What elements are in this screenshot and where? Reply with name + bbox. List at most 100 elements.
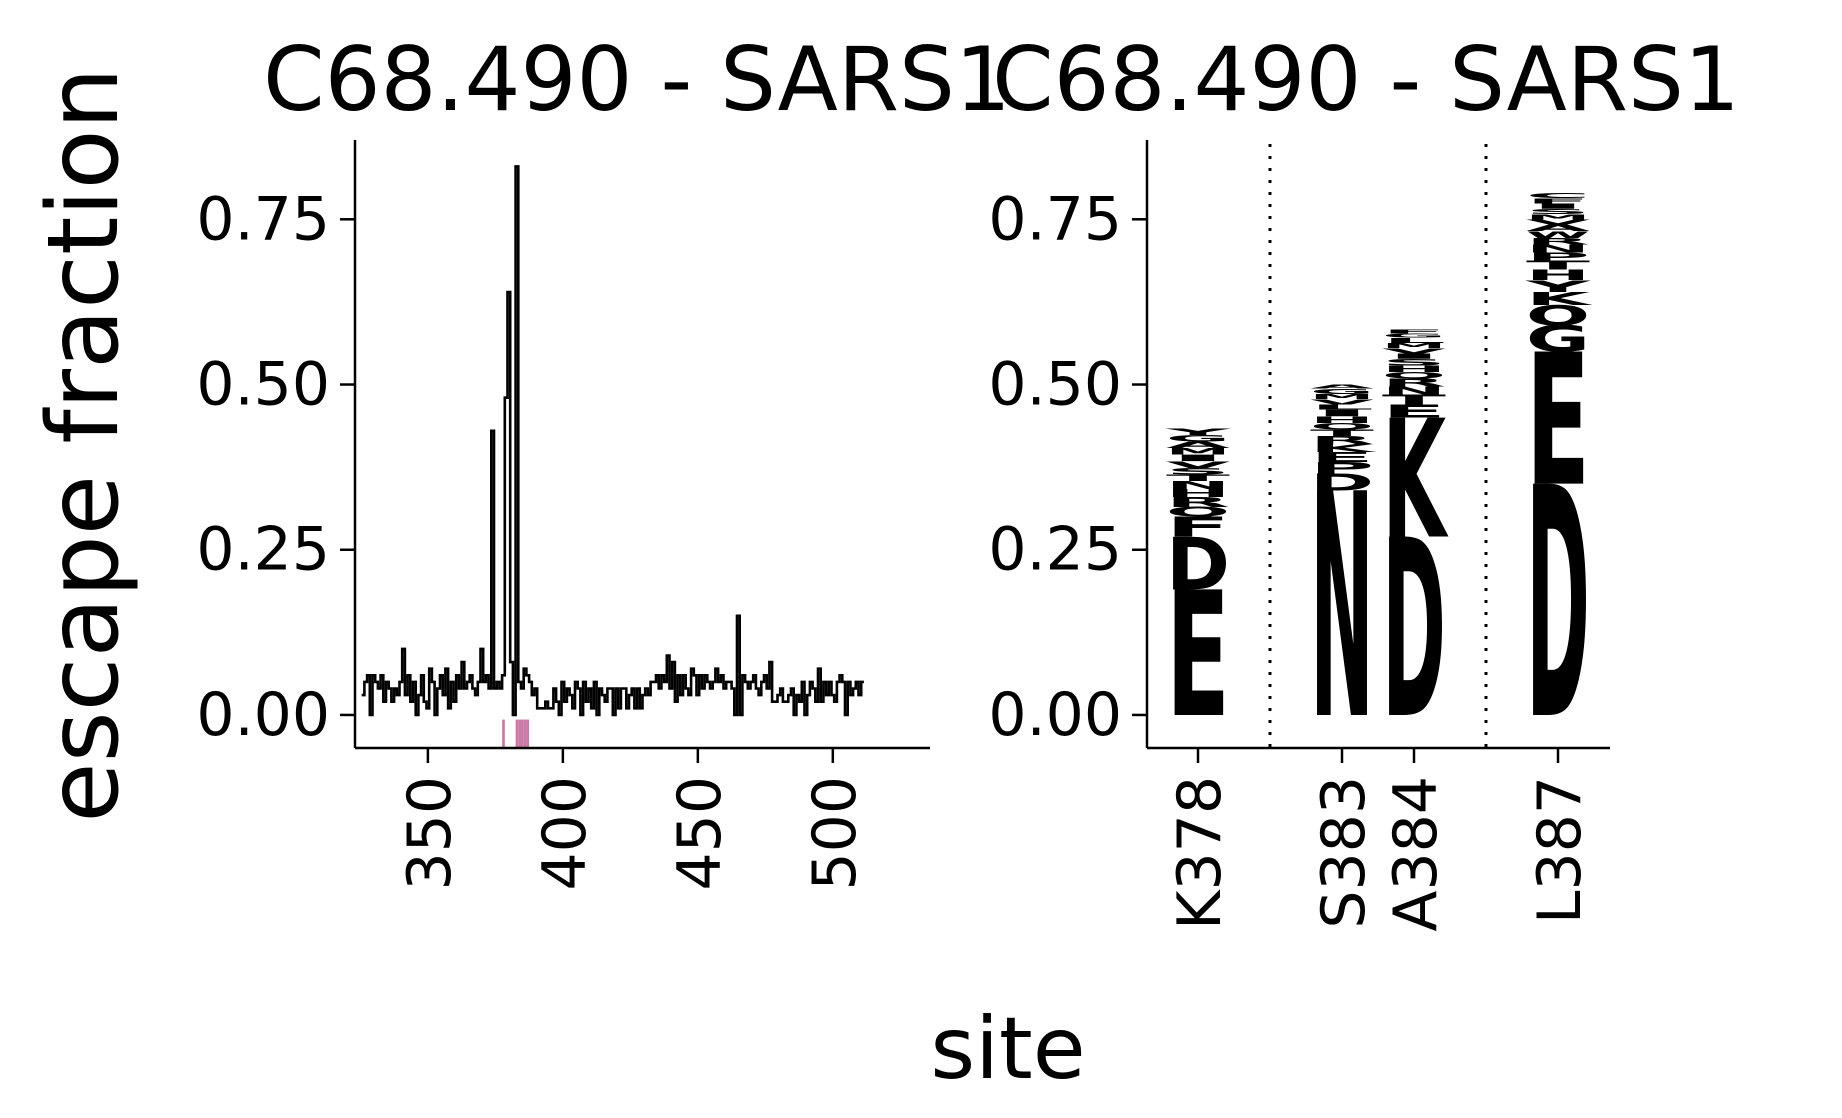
logo-letter: D [1526, 422, 1590, 790]
y-tick-label: 0.25 [196, 515, 330, 585]
logo-letter: E [1382, 401, 1446, 422]
highlight-site-387 [526, 719, 530, 748]
highlight-site-383 [515, 719, 519, 748]
logo-letter: Q [1382, 370, 1446, 381]
logo-letter: Y [1165, 426, 1232, 437]
logo-letter: K [1310, 442, 1377, 455]
logo-letter: G [1382, 333, 1446, 339]
logo-letter: D [1166, 522, 1230, 607]
logo-letter: V [1382, 347, 1446, 355]
logo-y-tick-label: 0.50 [988, 350, 1122, 420]
logo-letter: N [1526, 242, 1590, 255]
logo-letter: I [1166, 453, 1230, 464]
logo-letter: Y [1525, 277, 1592, 296]
logo-letter: P [1526, 250, 1590, 263]
logo-letter: H [1526, 267, 1590, 284]
logo-letter: S [1526, 207, 1590, 215]
logo-letter: E [1166, 556, 1230, 757]
line-chart-marks [361, 165, 864, 748]
logo-letter: T [1382, 392, 1446, 408]
logo-letter: I [1310, 408, 1374, 419]
panel-line-chart: C68.490 - SARS1 0.00 0.25 0.50 0.75 350 400 45… [196, 28, 1010, 891]
highlight-site-386 [523, 719, 527, 748]
x-tick-label: 350 [395, 776, 465, 891]
logo-letter: S [1382, 357, 1446, 368]
logo-letter: D [1382, 488, 1446, 773]
highlight-site-378 [502, 719, 505, 748]
logo-letter: A [1310, 383, 1374, 389]
y-tick-label: 0.50 [196, 350, 330, 420]
logo-letter: N [1382, 384, 1446, 397]
logo-letter: L [1382, 336, 1446, 344]
logo-letter: M [1526, 213, 1590, 221]
logo-letter: L [1310, 403, 1374, 411]
logo-letter: Q [1166, 504, 1230, 520]
logo-letter: E [1310, 449, 1374, 465]
logo-y-tick-label: 0.75 [988, 184, 1122, 254]
logo-letter: P [1310, 459, 1374, 478]
logo-letter: C [1526, 191, 1590, 199]
logo-letter: M [1166, 446, 1230, 457]
highlight-site-384 [518, 719, 522, 748]
escape-fraction-line [361, 165, 864, 717]
x-tick-label: 500 [800, 776, 870, 891]
y-tick-label: 0.00 [196, 680, 330, 750]
panel-1-title: C68.490 - SARS1 [263, 28, 1011, 131]
logo-letter: W [1526, 229, 1590, 240]
logo-letter: M [1382, 341, 1446, 349]
logo-letter: G [1166, 433, 1230, 444]
figure-xlabel: site [930, 999, 1085, 1099]
logo-letter: V [1310, 398, 1374, 406]
logo-letter: I [1382, 352, 1446, 360]
logo-site-label: S383 [1309, 776, 1379, 929]
logo-letter: R [1526, 236, 1590, 247]
logo-letter: V [1166, 459, 1230, 470]
logo-letter: F [1526, 197, 1590, 205]
logo-letter: A [1166, 440, 1230, 451]
logo-letter: F [1382, 329, 1446, 335]
logo-letter: R [1166, 494, 1230, 510]
x-tick-label: 400 [530, 776, 600, 891]
logo-y-tick-label: 0.00 [988, 680, 1122, 750]
logo-letter: H [1382, 364, 1446, 375]
logo-letter: K [1526, 288, 1593, 309]
logo-letter: R [1382, 376, 1446, 389]
logo-letter: Q [1310, 421, 1374, 432]
logo-site-label: A384 [1381, 776, 1451, 932]
logo-letter: N [1310, 430, 1374, 789]
logo-y-tick-label: 0.25 [988, 515, 1122, 585]
logo-letter: G [1310, 387, 1374, 395]
logo-letter: R [1310, 434, 1374, 447]
logo-letter: K [1382, 385, 1449, 576]
logo-letter: T [1166, 473, 1231, 484]
logo-letter: A [1526, 223, 1590, 234]
logo-letter: T [1526, 258, 1590, 273]
logo-site-label: L387 [1525, 776, 1595, 924]
logo-letter: V [1526, 218, 1590, 226]
x-tick-label: 450 [665, 776, 735, 891]
logo-plot-axes: 0.00 0.25 0.50 0.75 K378 S383 A384 L387 [988, 140, 1610, 932]
logo-letter: H [1166, 487, 1230, 500]
logo-letter: N [1166, 479, 1230, 492]
logo-letter: S [1166, 466, 1230, 477]
logo-letter: I [1526, 202, 1590, 210]
logo-letter: F [1166, 512, 1230, 544]
logo-letter: H [1310, 414, 1374, 425]
y-tick-label: 0.75 [196, 184, 330, 254]
panel-2-title: C68.490 - SARS1 [992, 28, 1740, 131]
line-chart-axes: 0.00 0.25 0.50 0.75 350 400 450 500 [196, 140, 930, 891]
logo-letter: E [1526, 315, 1590, 527]
logo-letter: Q [1526, 300, 1590, 332]
highlight-site-385 [521, 719, 524, 748]
logo-letter: G [1526, 318, 1590, 360]
logo-site-label: K378 [1165, 776, 1235, 930]
logo-letter: D [1310, 470, 1374, 496]
figure-ylabel: escape fraction [27, 67, 141, 822]
logo-letter: T [1310, 428, 1375, 439]
